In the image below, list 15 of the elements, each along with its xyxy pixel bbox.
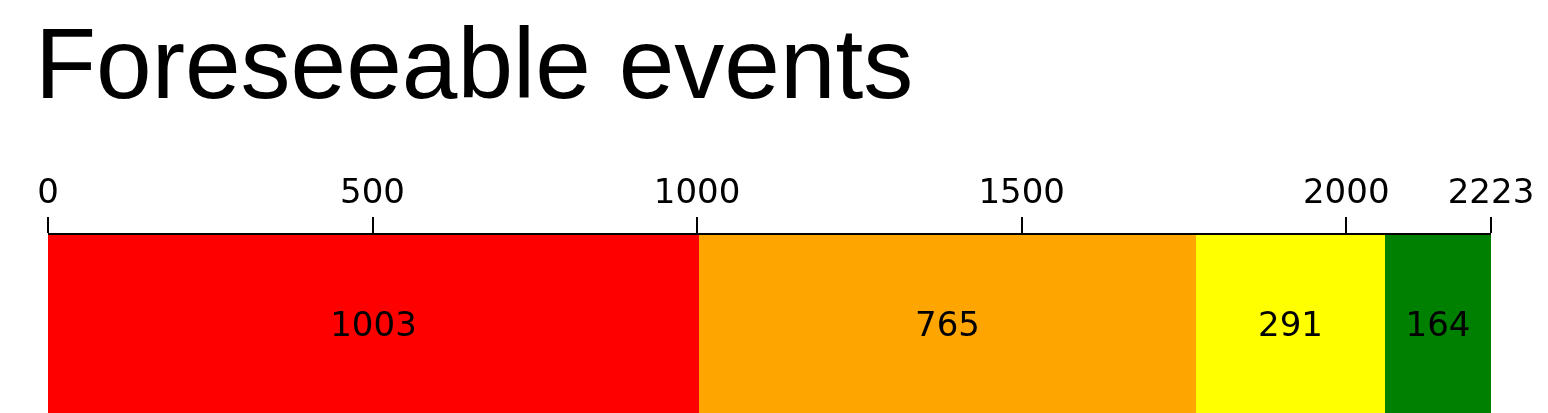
x-tick-label: 2000 xyxy=(1302,171,1390,212)
data-label: 164 xyxy=(1405,304,1471,344)
x-tick-label: 0 xyxy=(37,171,59,212)
chart-title: Foreseeable events xyxy=(35,7,914,119)
data-label: 765 xyxy=(915,304,980,344)
bar xyxy=(1385,235,1491,413)
x-tick-label: 2223 xyxy=(1447,171,1535,212)
data-label: 291 xyxy=(1258,304,1323,344)
bar xyxy=(699,235,1196,413)
bar xyxy=(1196,235,1385,413)
bar xyxy=(48,235,699,413)
x-tick-label: 500 xyxy=(340,171,406,212)
x-tick-label: 1000 xyxy=(653,171,741,212)
x-tick-label: 1500 xyxy=(978,171,1065,212)
data-label: 1003 xyxy=(330,304,417,344)
